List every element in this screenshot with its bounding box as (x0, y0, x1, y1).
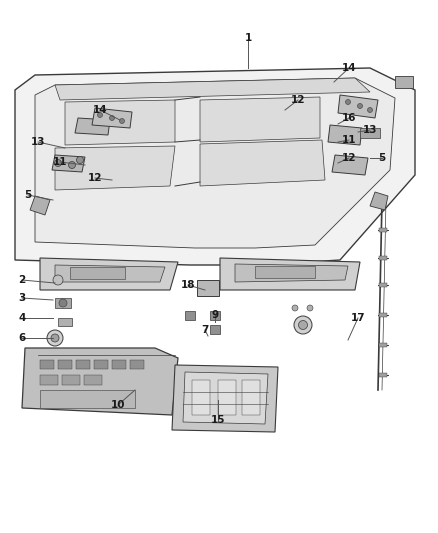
Text: 13: 13 (31, 137, 45, 147)
Polygon shape (92, 108, 132, 128)
Text: 14: 14 (342, 63, 356, 73)
Bar (55, 298, 71, 308)
Bar (218, 380, 236, 415)
Bar (379, 313, 387, 317)
Circle shape (299, 320, 307, 329)
Text: 17: 17 (351, 313, 365, 323)
Polygon shape (200, 140, 325, 186)
Polygon shape (55, 78, 370, 100)
Bar (360, 128, 380, 138)
Text: 5: 5 (378, 153, 385, 163)
Circle shape (367, 108, 372, 112)
Bar (112, 360, 126, 369)
Bar (94, 360, 108, 369)
Text: 12: 12 (291, 95, 305, 105)
Bar (379, 373, 387, 377)
Bar (58, 318, 72, 326)
Polygon shape (30, 196, 50, 215)
Text: 3: 3 (18, 293, 26, 303)
Bar (242, 380, 260, 415)
Bar (62, 375, 80, 385)
Polygon shape (55, 265, 165, 282)
Bar (70, 267, 125, 279)
Circle shape (47, 330, 63, 346)
Text: 12: 12 (342, 153, 356, 163)
Polygon shape (52, 155, 85, 172)
Polygon shape (55, 146, 175, 190)
Polygon shape (15, 68, 415, 265)
Text: 4: 4 (18, 313, 26, 323)
Circle shape (51, 334, 59, 342)
Bar (379, 283, 387, 287)
Bar (210, 325, 220, 334)
Polygon shape (40, 258, 178, 290)
Text: 7: 7 (201, 325, 208, 335)
Text: 15: 15 (211, 415, 225, 425)
Bar (395, 76, 413, 88)
Polygon shape (332, 155, 368, 175)
Circle shape (307, 305, 313, 311)
Circle shape (98, 112, 102, 117)
Text: 16: 16 (342, 113, 356, 123)
Polygon shape (200, 97, 320, 142)
Text: 13: 13 (363, 125, 377, 135)
Circle shape (68, 161, 75, 168)
Text: 10: 10 (111, 400, 125, 410)
Text: 11: 11 (53, 157, 67, 167)
Polygon shape (35, 78, 395, 248)
Text: 12: 12 (88, 173, 102, 183)
Text: 2: 2 (18, 275, 26, 285)
Bar (40, 375, 58, 385)
Bar (210, 311, 220, 320)
Bar (255, 266, 315, 278)
Text: 11: 11 (342, 135, 356, 145)
Polygon shape (235, 264, 348, 282)
Text: 1: 1 (244, 33, 251, 43)
Bar (192, 380, 210, 415)
Circle shape (110, 116, 114, 120)
Polygon shape (75, 118, 110, 135)
Bar (58, 360, 72, 369)
Text: 5: 5 (25, 190, 32, 200)
Text: 18: 18 (181, 280, 195, 290)
Circle shape (120, 118, 124, 124)
Circle shape (294, 316, 312, 334)
Circle shape (357, 103, 363, 109)
Circle shape (292, 305, 298, 311)
Polygon shape (172, 365, 278, 432)
Bar (130, 360, 144, 369)
Circle shape (59, 299, 67, 307)
Bar (379, 228, 387, 232)
Polygon shape (183, 372, 268, 424)
Polygon shape (370, 192, 388, 210)
Polygon shape (220, 258, 360, 290)
Circle shape (54, 159, 61, 166)
Bar (185, 311, 195, 320)
Circle shape (77, 157, 84, 164)
Text: 9: 9 (212, 310, 219, 320)
Polygon shape (328, 125, 362, 145)
Circle shape (346, 100, 350, 104)
Bar (84, 375, 102, 385)
Polygon shape (65, 100, 175, 145)
Bar (40, 360, 54, 369)
Text: 14: 14 (93, 105, 107, 115)
Bar (379, 343, 387, 347)
Polygon shape (22, 348, 178, 415)
Circle shape (53, 275, 63, 285)
Text: 6: 6 (18, 333, 26, 343)
Bar (197, 280, 219, 296)
Bar (40, 390, 135, 408)
Bar (379, 256, 387, 260)
Bar (76, 360, 90, 369)
Polygon shape (338, 95, 378, 118)
